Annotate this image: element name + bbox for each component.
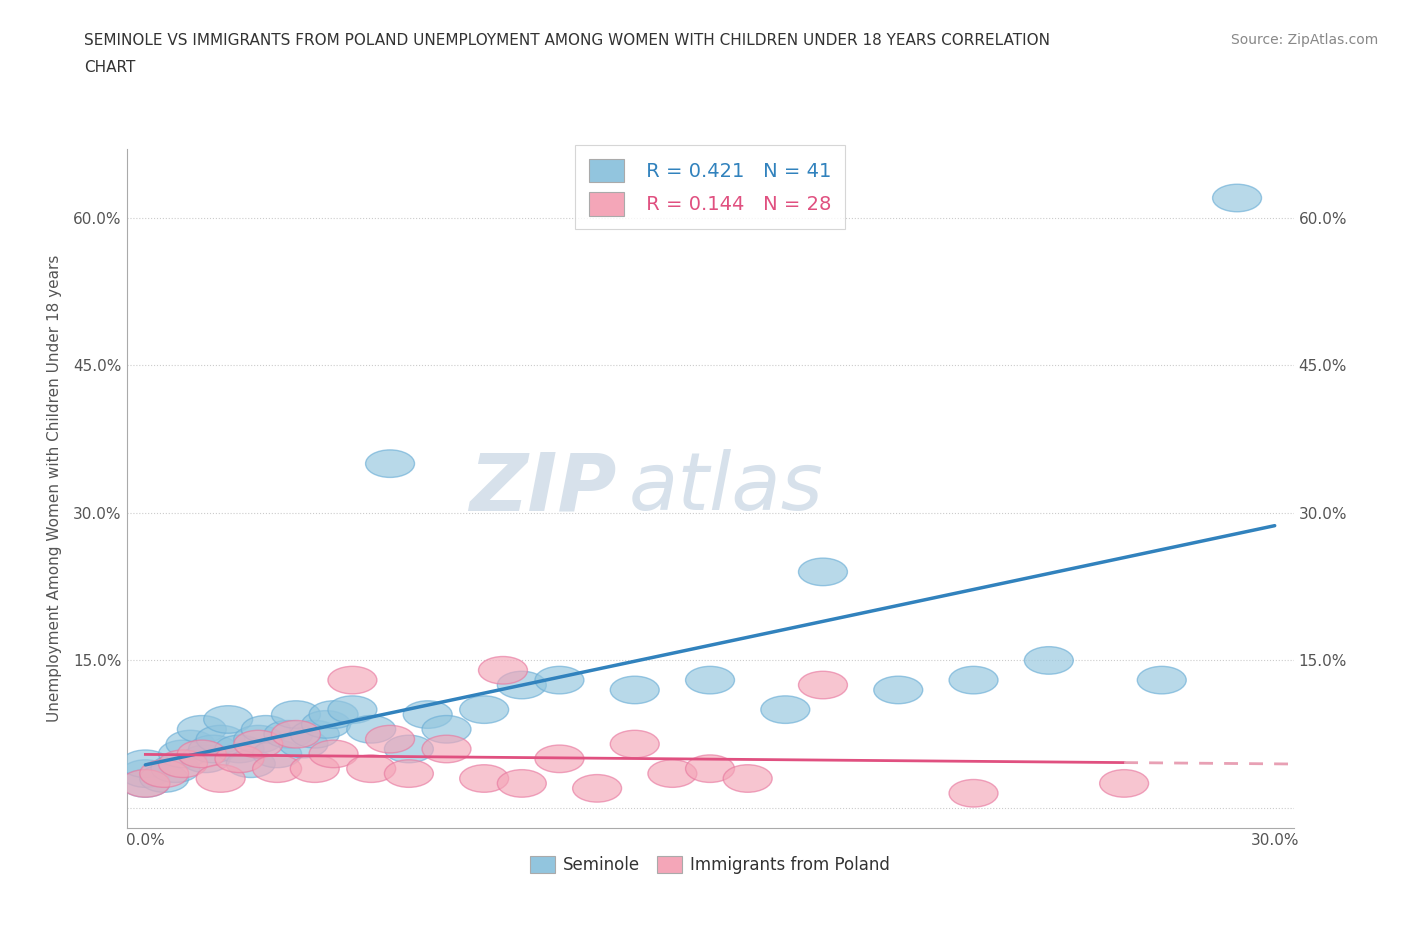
Ellipse shape	[204, 706, 253, 733]
Ellipse shape	[610, 676, 659, 704]
Ellipse shape	[366, 450, 415, 477]
Ellipse shape	[572, 775, 621, 802]
Ellipse shape	[309, 701, 359, 728]
Ellipse shape	[1025, 646, 1073, 674]
Text: ZIP: ZIP	[470, 449, 617, 527]
Ellipse shape	[686, 666, 734, 694]
Ellipse shape	[215, 745, 264, 773]
Ellipse shape	[384, 736, 433, 763]
Ellipse shape	[422, 715, 471, 743]
Ellipse shape	[949, 666, 998, 694]
Ellipse shape	[233, 730, 283, 758]
Ellipse shape	[121, 750, 170, 777]
Ellipse shape	[177, 715, 226, 743]
Text: atlas: atlas	[628, 449, 823, 527]
Ellipse shape	[290, 721, 339, 748]
Ellipse shape	[648, 760, 697, 788]
Ellipse shape	[478, 657, 527, 684]
Ellipse shape	[347, 755, 395, 782]
Ellipse shape	[253, 740, 301, 767]
Ellipse shape	[1099, 770, 1149, 797]
Ellipse shape	[121, 760, 170, 788]
Ellipse shape	[949, 779, 998, 807]
Ellipse shape	[121, 770, 170, 797]
Ellipse shape	[290, 755, 339, 782]
Ellipse shape	[197, 725, 245, 753]
Ellipse shape	[610, 730, 659, 758]
Ellipse shape	[498, 770, 547, 797]
Ellipse shape	[723, 764, 772, 792]
Ellipse shape	[159, 750, 208, 777]
Ellipse shape	[328, 666, 377, 694]
Ellipse shape	[264, 721, 314, 748]
Ellipse shape	[1137, 666, 1187, 694]
Ellipse shape	[347, 715, 395, 743]
Ellipse shape	[422, 736, 471, 763]
Ellipse shape	[271, 701, 321, 728]
Legend: Seminole, Immigrants from Poland: Seminole, Immigrants from Poland	[523, 849, 897, 881]
Ellipse shape	[139, 764, 188, 792]
Ellipse shape	[498, 671, 547, 698]
Ellipse shape	[159, 740, 208, 767]
Ellipse shape	[1212, 184, 1261, 212]
Ellipse shape	[536, 666, 583, 694]
Ellipse shape	[309, 740, 359, 767]
Ellipse shape	[536, 745, 583, 773]
Ellipse shape	[242, 715, 290, 743]
Ellipse shape	[181, 745, 231, 773]
Ellipse shape	[121, 770, 170, 797]
Ellipse shape	[686, 755, 734, 782]
Ellipse shape	[873, 676, 922, 704]
Ellipse shape	[188, 736, 238, 763]
Ellipse shape	[761, 696, 810, 724]
Ellipse shape	[166, 730, 215, 758]
Ellipse shape	[233, 725, 283, 753]
Y-axis label: Unemployment Among Women with Children Under 18 years: Unemployment Among Women with Children U…	[46, 255, 62, 722]
Ellipse shape	[197, 764, 245, 792]
Ellipse shape	[226, 750, 276, 777]
Text: SEMINOLE VS IMMIGRANTS FROM POLAND UNEMPLOYMENT AMONG WOMEN WITH CHILDREN UNDER : SEMINOLE VS IMMIGRANTS FROM POLAND UNEMP…	[84, 33, 1050, 47]
Ellipse shape	[328, 696, 377, 724]
Ellipse shape	[799, 558, 848, 586]
Ellipse shape	[150, 755, 200, 782]
Text: Source: ZipAtlas.com: Source: ZipAtlas.com	[1230, 33, 1378, 46]
Text: CHART: CHART	[84, 60, 136, 75]
Ellipse shape	[366, 725, 415, 753]
Ellipse shape	[384, 760, 433, 788]
Ellipse shape	[302, 711, 350, 738]
Ellipse shape	[460, 696, 509, 724]
Ellipse shape	[799, 671, 848, 698]
Ellipse shape	[139, 760, 188, 788]
Ellipse shape	[271, 721, 321, 748]
Ellipse shape	[404, 701, 453, 728]
Ellipse shape	[460, 764, 509, 792]
Ellipse shape	[215, 736, 264, 763]
Ellipse shape	[278, 730, 328, 758]
Ellipse shape	[253, 755, 301, 782]
Ellipse shape	[177, 740, 226, 767]
